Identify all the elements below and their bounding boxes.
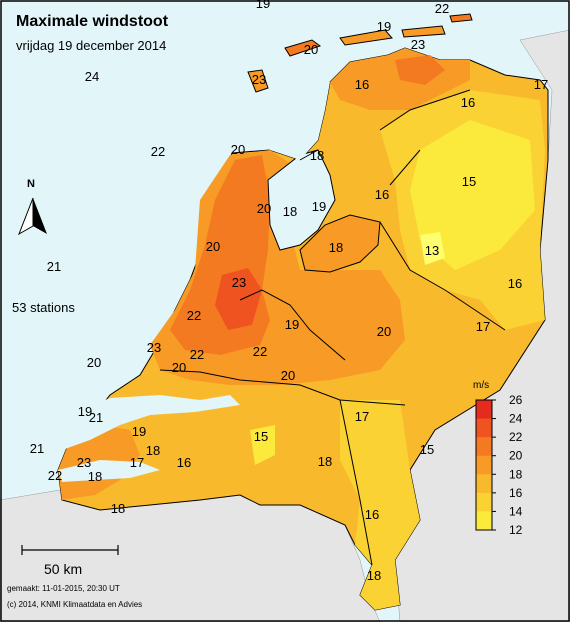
station-value: 16 — [375, 187, 389, 202]
legend-swatch — [476, 418, 492, 438]
legend-swatch — [476, 400, 492, 420]
station-value: 20 — [206, 239, 220, 254]
stations-count: 53 stations — [12, 300, 75, 315]
island-schiermonnikoog — [449, 13, 473, 23]
station-value: 16 — [355, 77, 369, 92]
legend-tick-label: 26 — [509, 393, 523, 407]
station-value: 23 — [77, 455, 91, 470]
station-value: 22 — [48, 468, 62, 483]
station-value: 22 — [151, 144, 165, 159]
station-value: 18 — [329, 240, 343, 255]
westerschelde — [58, 460, 160, 482]
legend-colorbar: 26 24 22 20 18 16 14 12 — [475, 393, 523, 537]
legend-tick-label: 16 — [509, 486, 523, 500]
legend-swatch — [476, 437, 492, 457]
island-terschelling — [339, 29, 393, 46]
scale-label: 50 km — [44, 561, 83, 577]
station-value: 19 — [285, 317, 299, 332]
zone-14 — [410, 120, 535, 270]
station-value: 18 — [111, 501, 125, 516]
station-value: 20 — [304, 42, 318, 57]
station-value: 13 — [425, 243, 439, 258]
station-values: 19 22 19 20 23 24 23 16 17 16 22 20 18 1… — [30, 0, 548, 583]
legend-swatch — [476, 511, 492, 531]
station-value: 19 — [256, 0, 270, 11]
station-value: 20 — [377, 324, 391, 339]
zeeland-water — [55, 395, 240, 450]
north-arrow-icon — [18, 197, 47, 236]
footer-made: gemaakt: 11-01-2015, 20:30 UT — [7, 584, 120, 593]
station-value: 21 — [47, 259, 61, 274]
station-value: 22 — [435, 1, 449, 16]
zone-14-south — [250, 425, 275, 465]
legend-swatch — [476, 474, 492, 494]
map-subtitle: vrijdag 19 december 2014 — [16, 38, 167, 53]
map-title: Maximale windstoot — [16, 13, 169, 30]
station-value: 23 — [147, 340, 161, 355]
zone-16-south — [340, 400, 420, 610]
station-value: 23 — [232, 275, 246, 290]
station-value: 19 — [312, 199, 326, 214]
waddenzee — [250, 80, 330, 160]
legend-tick-label: 18 — [509, 467, 523, 481]
station-value: 22 — [253, 344, 267, 359]
station-value: 17 — [534, 77, 548, 92]
station-value: 18 — [318, 454, 332, 469]
island-vlieland — [284, 39, 322, 57]
legend-tick-label: 14 — [509, 504, 523, 518]
footer-copyright: (c) 2014, KNMI Klimaatdata en Advies — [7, 600, 143, 609]
station-value: 17 — [130, 455, 144, 470]
province-borders — [159, 89, 506, 566]
station-value: 16 — [365, 507, 379, 522]
legend-tick-label: 24 — [509, 412, 523, 426]
legend-tick-label: 22 — [509, 430, 523, 444]
legend-tick-label: 12 — [509, 523, 523, 537]
legend-unit: m/s — [473, 380, 490, 391]
station-value: 19 — [78, 404, 92, 419]
island-ameland — [401, 25, 446, 38]
station-value: 15 — [254, 429, 268, 444]
station-value: 20 — [281, 368, 295, 383]
station-value: 20 — [257, 201, 271, 216]
station-value: 20 — [87, 355, 101, 370]
station-value: 24 — [85, 69, 99, 84]
flevoland — [299, 214, 381, 273]
station-value: 18 — [88, 469, 102, 484]
station-value: 18 — [283, 204, 297, 219]
legend-swatch — [476, 455, 492, 475]
ijsselmeer — [267, 149, 336, 251]
north-label: N — [27, 178, 35, 190]
station-value: 19 — [132, 424, 146, 439]
station-value: 16 — [508, 276, 522, 291]
legend-tick-label: 20 — [509, 449, 523, 463]
station-value: 16 — [177, 455, 191, 470]
station-value: 22 — [187, 308, 201, 323]
station-value: 15 — [462, 174, 476, 189]
zone-22-north — [395, 55, 445, 85]
station-value: 21 — [89, 410, 103, 425]
zone-24 — [215, 268, 262, 330]
station-value: 23 — [252, 72, 266, 87]
station-value: 16 — [461, 95, 475, 110]
station-value: 23 — [411, 37, 425, 52]
station-value: 18 — [310, 148, 324, 163]
legend-frame — [475, 399, 493, 531]
station-value: 20 — [231, 142, 245, 157]
station-value: 18 — [146, 443, 160, 458]
station-value: 17 — [476, 319, 490, 334]
station-value: 17 — [355, 409, 369, 424]
legend-swatch — [476, 492, 492, 512]
station-value: 22 — [190, 347, 204, 362]
scale-bar-icon — [21, 545, 119, 555]
station-value: 20 — [172, 360, 186, 375]
station-value: 21 — [30, 441, 44, 456]
island-texel — [247, 69, 269, 93]
station-value: 18 — [367, 568, 381, 583]
zone-12 — [420, 232, 445, 265]
station-value: 19 — [377, 19, 391, 34]
station-value: 15 — [420, 442, 434, 457]
